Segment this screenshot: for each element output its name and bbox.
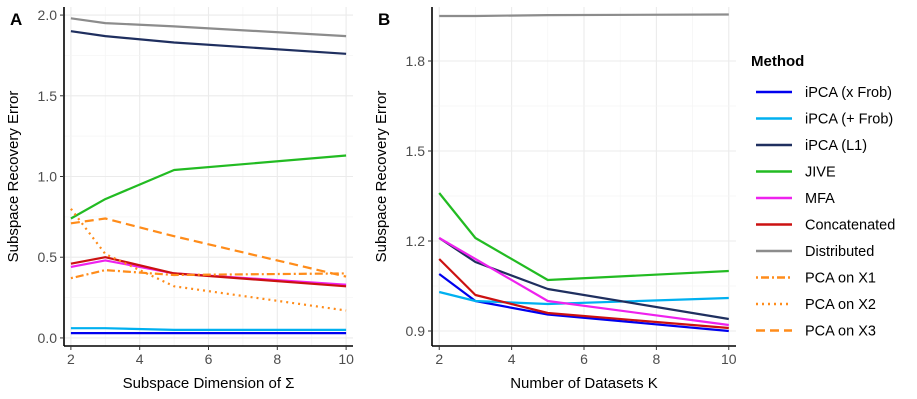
panel-a-x-axis-title: Subspace Dimension of Σ: [123, 375, 295, 392]
panel-a-y-tick-label: 0.5: [38, 249, 58, 265]
legend-item-jive: JIVE: [756, 165, 836, 181]
panel-a-series-distributed: [70, 17, 347, 38]
panel-b-x-tick-label: 4: [508, 351, 516, 367]
legend-label-distributed: Distributed: [805, 244, 874, 260]
panel-a-x-tick-label: 8: [273, 351, 281, 367]
panel-b-series-ipca-l1: [438, 237, 729, 321]
panel-a-x-tick-label: 2: [67, 351, 75, 367]
panel-a-x-tick-label: 4: [136, 351, 144, 367]
legend-label-jive: JIVE: [805, 165, 836, 181]
panel-b-y-tick-label: 1.8: [406, 53, 426, 69]
panel-a-y-axis-title: Subspace Recovery Error: [5, 91, 22, 263]
panel-b-x-tick-label: 10: [721, 351, 737, 367]
panel-b-series-mfa: [438, 237, 729, 327]
panel-b-y-tick-label: 0.9: [406, 323, 426, 339]
panel-a-y-tick-label: 1.0: [38, 169, 58, 185]
legend-item-ipca-x-frob: iPCA (x Frob): [756, 85, 892, 101]
legend-label-mfa: MFA: [805, 191, 835, 207]
panel-b-x-tick-label: 2: [435, 351, 443, 367]
panel-a-series-ipca-frob: [70, 327, 347, 331]
panel-b-x-tick-label: 6: [580, 351, 588, 367]
panel-b: 2 4 6 8 10 0.9 1.2 1.5 1.8 Number of Datasets K Su…: [373, 7, 737, 392]
panel-a-series-pca-on-x3: [70, 217, 347, 278]
panel-a-series-jive: [70, 154, 347, 220]
legend-item-pca-on-x2: PCA on X2: [756, 297, 876, 313]
panel-b-series-concatenated: [438, 258, 729, 330]
panel-b-y-tick-label: 1.5: [406, 143, 426, 159]
legend-label-pca-on-x3: PCA on X3: [805, 324, 876, 340]
panel-b-series-ipca-x-frob: [438, 273, 729, 333]
panel-a-y-tick-label: 1.5: [38, 88, 58, 104]
legend-item-ipca-l1: iPCA (L1): [756, 138, 867, 154]
panel-b-y-axis-title: Subspace Recovery Error: [373, 91, 390, 263]
panel-b-x-axis-title: Number of Datasets K: [510, 375, 658, 392]
legend-item-concatenated: Concatenated: [756, 218, 895, 234]
panel-a-series-concatenated: [70, 256, 347, 288]
panel-a-y-tick-label: 2.0: [38, 7, 58, 23]
panel-b-series-ipca-frob: [438, 290, 729, 306]
panel-b-series-jive: [438, 192, 729, 282]
legend-label-ipca-l1: iPCA (L1): [805, 138, 867, 154]
panel-b-series-distributed: [439, 13, 729, 18]
legend-label-pca-on-x2: PCA on X2: [805, 297, 876, 313]
legend-item-distributed: Distributed: [756, 244, 874, 260]
panel-a-label: A: [10, 10, 22, 29]
legend-item-ipca-frob: iPCA (+ Frob): [756, 112, 893, 128]
legend-item-pca-on-x3: PCA on X3: [756, 324, 876, 340]
legend-label-ipca-frob: iPCA (+ Frob): [805, 112, 893, 128]
legend-item-pca-on-x1: PCA on X1: [756, 271, 876, 287]
legend-label-concatenated: Concatenated: [805, 218, 895, 234]
panel-a-series-ipca-l1: [70, 30, 347, 55]
panel-b-x-tick-label: 8: [652, 351, 660, 367]
panel-a-x-tick-label: 10: [338, 351, 354, 367]
legend-label-pca-on-x1: PCA on X1: [805, 271, 876, 287]
panel-a: 2 4 6 8 10 0.0 0.5 1.0 1.5 2.0 Subspace Dimension …: [5, 7, 354, 392]
legend-title: Method: [751, 53, 804, 70]
panel-a-y-tick-label: 0.0: [38, 330, 58, 346]
panel-b-label: B: [378, 10, 390, 29]
legend-label-ipca-x-frob: iPCA (x Frob): [805, 85, 892, 101]
panel-a-x-tick-label: 6: [205, 351, 213, 367]
panel-a-series-pca-on-x1: [70, 269, 347, 280]
panel-b-y-tick-label: 1.2: [406, 233, 426, 249]
legend-item-mfa: MFA: [756, 191, 835, 207]
